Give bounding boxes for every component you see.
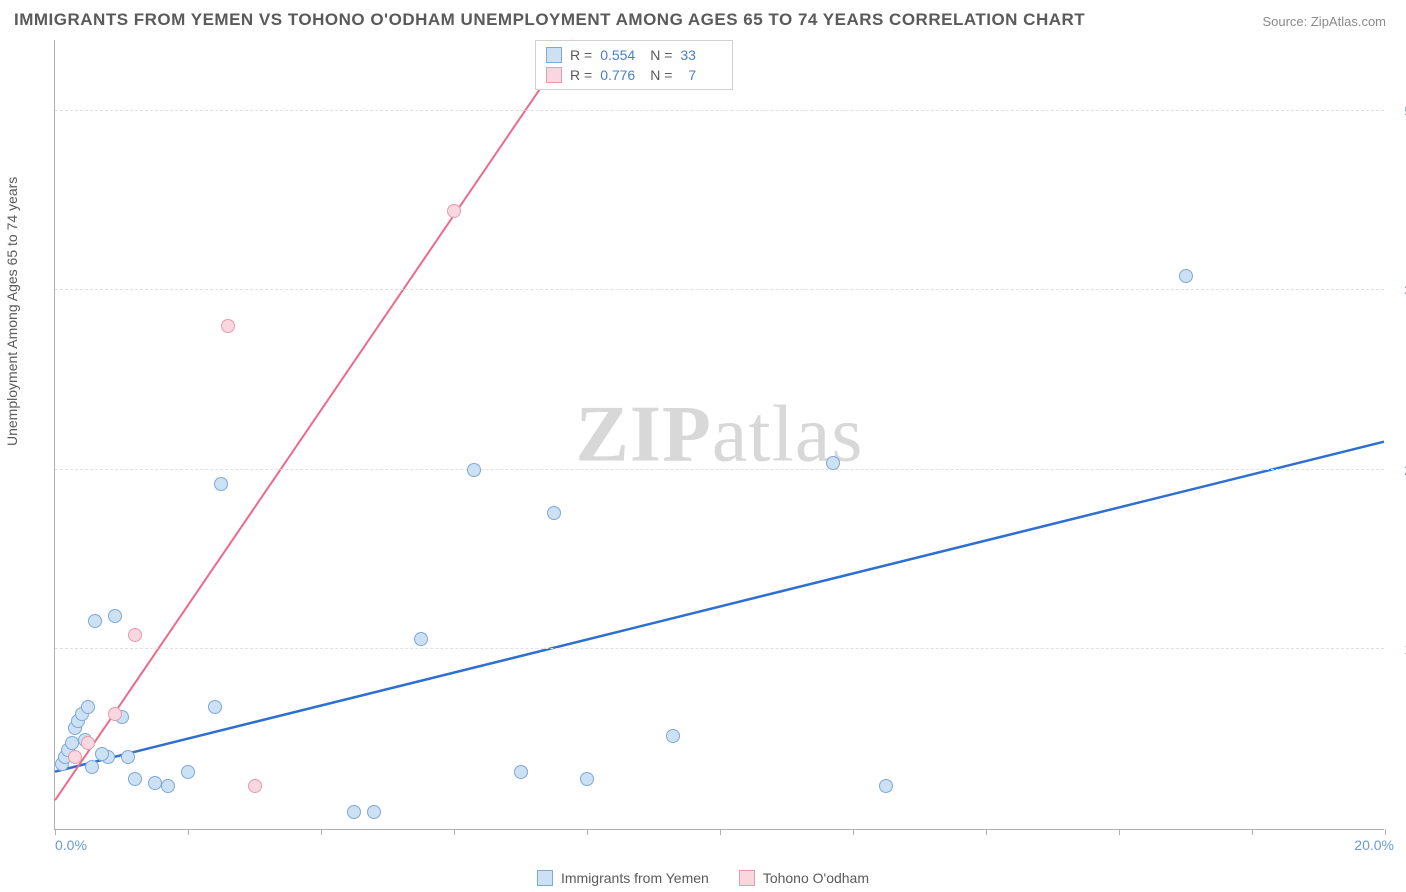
data-point — [128, 772, 142, 786]
source-credit: Source: ZipAtlas.com — [1262, 14, 1386, 29]
data-point — [208, 700, 222, 714]
n-value-1: 33 — [680, 47, 722, 63]
x-tick — [55, 829, 56, 835]
data-point — [108, 707, 122, 721]
legend-label-2: Tohono O'odham — [763, 870, 869, 886]
data-point — [1179, 269, 1193, 283]
data-point — [81, 700, 95, 714]
x-tick — [720, 829, 721, 835]
legend-item-2: Tohono O'odham — [739, 870, 869, 886]
data-point — [161, 779, 175, 793]
data-point — [108, 609, 122, 623]
data-point — [879, 779, 893, 793]
data-point — [447, 204, 461, 218]
data-point — [181, 765, 195, 779]
x-tick — [321, 829, 322, 835]
r-label: R = — [570, 67, 592, 83]
watermark-light: atlas — [712, 390, 864, 478]
swatch-series1 — [546, 47, 562, 63]
y-axis-label: Unemployment Among Ages 65 to 74 years — [4, 177, 20, 446]
x-tick — [986, 829, 987, 835]
legend-swatch-1 — [537, 870, 553, 886]
swatch-series2 — [546, 67, 562, 83]
x-tick — [587, 829, 588, 835]
watermark-bold: ZIP — [576, 390, 712, 478]
trend-lines — [55, 40, 1384, 829]
data-point — [367, 805, 381, 819]
n-label: N = — [650, 67, 672, 83]
data-point — [88, 614, 102, 628]
stats-box: R = 0.554 N = 33 R = 0.776 N = 7 — [535, 40, 733, 90]
data-point — [467, 463, 481, 477]
x-tick — [1119, 829, 1120, 835]
stats-row-1: R = 0.554 N = 33 — [546, 45, 722, 65]
watermark: ZIPatlas — [576, 389, 864, 480]
gridline — [55, 110, 1384, 111]
legend-label-1: Immigrants from Yemen — [561, 870, 709, 886]
data-point — [221, 319, 235, 333]
data-point — [248, 779, 262, 793]
data-point — [514, 765, 528, 779]
x-origin-label: 0.0% — [55, 837, 87, 853]
x-tick — [1252, 829, 1253, 835]
y-tick-label: 50.0% — [1389, 103, 1406, 119]
bottom-legend: Immigrants from Yemen Tohono O'odham — [537, 870, 869, 886]
x-tick — [1385, 829, 1386, 835]
data-point — [128, 628, 142, 642]
gridline — [55, 289, 1384, 290]
data-point — [95, 747, 109, 761]
y-tick-label: 12.5% — [1389, 641, 1406, 657]
n-value-2: 7 — [680, 67, 722, 83]
data-point — [666, 729, 680, 743]
y-tick-label: 25.0% — [1389, 462, 1406, 478]
data-point — [580, 772, 594, 786]
legend-item-1: Immigrants from Yemen — [537, 870, 709, 886]
data-point — [148, 776, 162, 790]
gridline — [55, 469, 1384, 470]
trend-line — [55, 442, 1384, 772]
data-point — [826, 456, 840, 470]
data-point — [81, 736, 95, 750]
data-point — [121, 750, 135, 764]
x-tick — [188, 829, 189, 835]
stats-row-2: R = 0.776 N = 7 — [546, 65, 722, 85]
data-point — [68, 750, 82, 764]
data-point — [414, 632, 428, 646]
r-value-1: 0.554 — [600, 47, 642, 63]
data-point — [347, 805, 361, 819]
legend-swatch-2 — [739, 870, 755, 886]
trend-line — [55, 40, 573, 800]
data-point — [85, 760, 99, 774]
chart-title: IMMIGRANTS FROM YEMEN VS TOHONO O'ODHAM … — [14, 10, 1085, 30]
data-point — [65, 736, 79, 750]
r-value-2: 0.776 — [600, 67, 642, 83]
r-label: R = — [570, 47, 592, 63]
x-tick — [853, 829, 854, 835]
plot-area: ZIPatlas R = 0.554 N = 33 R = 0.776 N = … — [54, 40, 1384, 830]
data-point — [214, 477, 228, 491]
x-tick — [454, 829, 455, 835]
gridline — [55, 648, 1384, 649]
y-tick-label: 37.5% — [1389, 282, 1406, 298]
x-max-label: 20.0% — [1354, 837, 1394, 853]
data-point — [547, 506, 561, 520]
n-label: N = — [650, 47, 672, 63]
